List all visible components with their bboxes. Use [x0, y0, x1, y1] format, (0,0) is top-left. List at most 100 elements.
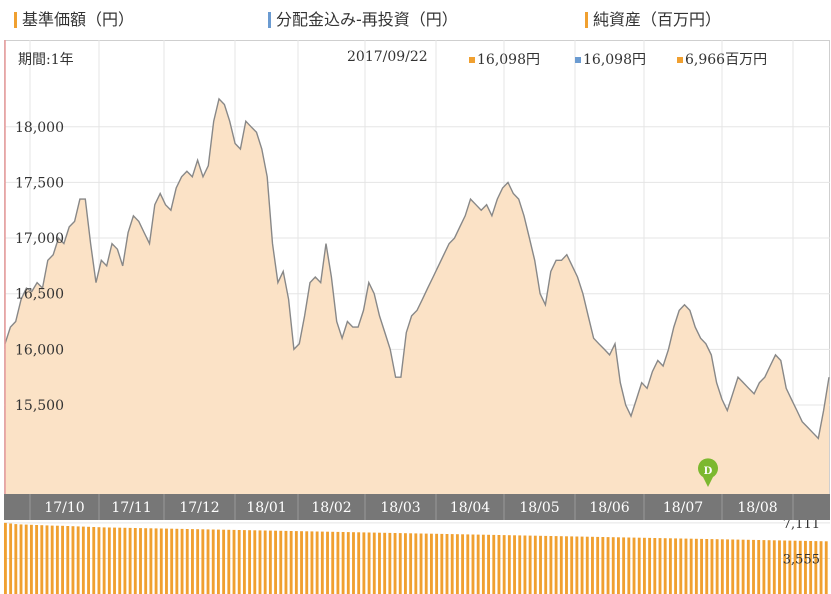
volume-bar	[144, 528, 148, 594]
volume-bar	[29, 524, 33, 594]
volume-bar	[149, 528, 153, 594]
volume-bar	[523, 535, 527, 594]
legend-reinvest-label: 分配金込み-再投資（円）	[276, 10, 458, 29]
volume-bar	[9, 523, 13, 594]
volume-bar	[772, 540, 776, 594]
volume-bar	[752, 539, 755, 594]
volume-bar	[107, 527, 111, 594]
volume-bar	[684, 538, 688, 594]
volume-bar	[383, 532, 387, 594]
volume-bar	[248, 530, 252, 594]
volume-bar	[668, 538, 672, 594]
volume-bar	[559, 536, 563, 594]
volume-bar	[331, 531, 335, 594]
volume-bar	[435, 533, 439, 594]
volume-bar	[767, 540, 771, 594]
volume-bar	[50, 525, 54, 594]
y-tick-label: 17,500	[15, 175, 64, 191]
volume-bar	[274, 530, 277, 594]
volume-bar	[398, 533, 402, 594]
y-tick-label: 18,000	[15, 120, 64, 136]
volume-bar	[336, 531, 340, 594]
volume-bar	[492, 534, 496, 594]
volume-bar	[139, 528, 142, 594]
volume-bar	[71, 526, 75, 594]
volume-bar	[206, 529, 210, 594]
volume-bar	[461, 534, 465, 594]
volume-bar	[642, 537, 646, 594]
volume-bar	[819, 541, 823, 594]
dividend-marker-label: D	[704, 466, 713, 477]
volume-bar	[814, 541, 818, 594]
volume-bar	[232, 529, 236, 594]
volume-bar	[565, 536, 568, 594]
dividend-marker[interactable]: D	[698, 458, 718, 487]
volume-bar	[783, 540, 787, 594]
volume-bar	[487, 534, 490, 594]
date-label: 2017/09/22	[347, 49, 428, 65]
volume-bar	[736, 539, 740, 594]
x-tick-label: 18/06	[589, 500, 629, 516]
nav-value-swatch	[469, 57, 475, 63]
volume-bar	[715, 539, 719, 594]
volume-bar	[539, 535, 542, 594]
period-label[interactable]: 期間:1年	[18, 52, 74, 68]
volume-bar	[92, 527, 96, 594]
volume-bar	[798, 540, 802, 594]
volume-tick-label: 7,111	[783, 520, 820, 532]
volume-bar	[611, 537, 615, 594]
volume-bar	[804, 540, 807, 594]
volume-bar	[191, 529, 194, 594]
volume-bar	[606, 537, 610, 594]
x-tick-label: 18/07	[663, 500, 703, 516]
volume-bar	[793, 540, 797, 594]
volume-bar	[570, 536, 574, 594]
volume-bar	[61, 525, 64, 594]
volume-bar	[710, 539, 714, 594]
volume-bar	[632, 537, 636, 594]
volume-bar	[211, 529, 215, 594]
volume-bar	[180, 528, 184, 594]
legend-reinvest[interactable]: 分配金込み-再投資（円）	[268, 8, 458, 32]
volume-bar	[476, 534, 480, 594]
volume-bar	[305, 531, 309, 594]
y-tick-label: 15,500	[15, 398, 64, 414]
volume-bar	[19, 524, 23, 594]
legend-assets-marker	[585, 12, 588, 28]
volume-bar	[315, 531, 319, 594]
y-tick-label: 16,000	[15, 342, 64, 358]
volume-bar	[300, 531, 303, 594]
volume-bar	[258, 530, 262, 594]
volume-bar	[326, 531, 329, 594]
volume-bar	[123, 527, 127, 594]
volume-bar	[518, 535, 522, 594]
volume-bar	[585, 536, 589, 594]
volume-bar	[450, 534, 454, 594]
volume-bar	[679, 538, 683, 594]
legend-nav[interactable]: 基準価額（円）	[14, 8, 134, 32]
volume-bar	[185, 529, 189, 594]
reinvest-value-swatch	[575, 57, 581, 63]
volume-bar	[341, 532, 345, 594]
nav-chart[interactable]: 18,000 17,500 17,000 16,500 16,000 15,500 D	[4, 40, 830, 494]
legend-nav-label: 基準価額（円）	[22, 10, 135, 29]
assets-value-swatch	[677, 57, 683, 63]
assets-value: 6,966百万円	[677, 49, 767, 69]
volume-bar	[788, 540, 792, 594]
volume-bar	[648, 537, 652, 594]
volume-bar	[591, 536, 594, 594]
legend-assets[interactable]: 純資産（百万円）	[585, 8, 721, 32]
volume-bar	[268, 530, 272, 594]
legend-reinvest-marker	[268, 12, 271, 28]
volume-bar	[404, 533, 407, 594]
volume-bar	[419, 533, 423, 594]
volume-bar	[201, 529, 205, 594]
volume-bar	[289, 531, 293, 594]
volume-bar	[617, 537, 620, 594]
volume-bar	[445, 534, 449, 594]
volume-bar	[87, 526, 90, 594]
volume-bar	[24, 524, 28, 594]
volume-bar	[637, 537, 641, 594]
volume-bar	[113, 527, 116, 594]
volume-bar	[424, 533, 428, 594]
